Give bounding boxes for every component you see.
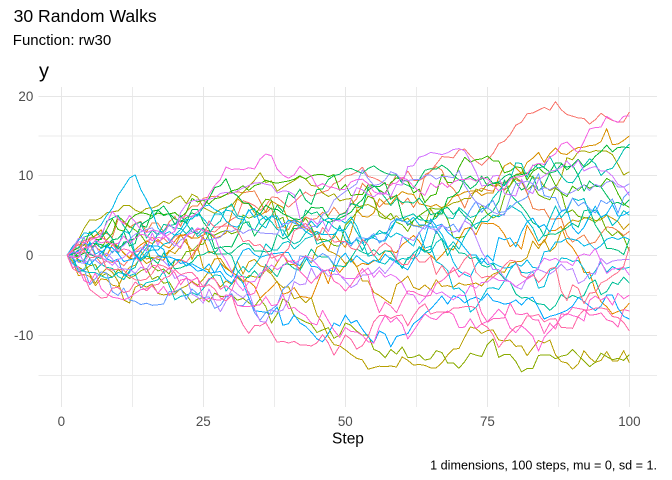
- svg-text:75: 75: [480, 414, 495, 429]
- svg-text:y: y: [39, 60, 49, 82]
- svg-text:50: 50: [338, 414, 353, 429]
- svg-text:0: 0: [58, 414, 65, 429]
- svg-text:10: 10: [18, 168, 33, 183]
- svg-text:0: 0: [26, 248, 33, 263]
- svg-text:-10: -10: [14, 328, 33, 343]
- svg-text:30 Random Walks: 30 Random Walks: [14, 6, 157, 26]
- svg-text:Step: Step: [332, 430, 364, 447]
- svg-text:1 dimensions, 100 steps, mu =: 1 dimensions, 100 steps, mu = 0, sd = 1.: [430, 458, 657, 472]
- svg-text:20: 20: [18, 89, 33, 104]
- svg-text:25: 25: [196, 414, 211, 429]
- svg-text:100: 100: [618, 414, 640, 429]
- svg-text:Function: rw30: Function: rw30: [13, 32, 111, 49]
